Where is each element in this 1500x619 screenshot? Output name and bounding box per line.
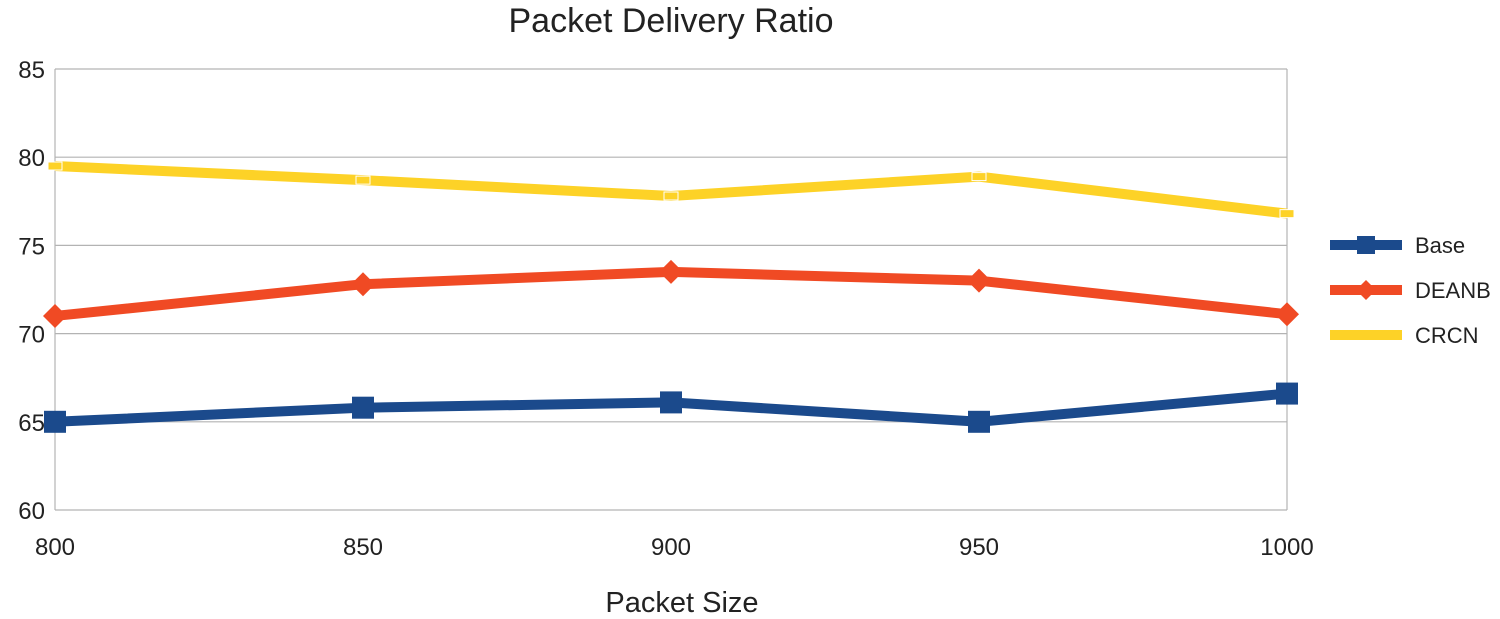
data-point-crcn (971, 172, 987, 182)
data-point-base (968, 410, 990, 433)
y-tick-label: 65 (18, 410, 45, 437)
legend-item-crcn: CRCN (1330, 323, 1479, 348)
data-point-deanb (351, 272, 375, 297)
series-deanb (43, 259, 1299, 328)
y-tick-label: 85 (18, 57, 45, 84)
y-tick-label: 75 (18, 233, 45, 260)
y-tick-label: 80 (18, 145, 45, 172)
series-base (44, 382, 1298, 433)
x-axis-label: Packet Size (605, 587, 758, 619)
legend-label-base: Base (1415, 233, 1465, 258)
grid-lines (55, 68, 1287, 511)
data-point-deanb (659, 259, 683, 284)
chart-title: Packet Delivery Ratio (508, 2, 833, 40)
x-tick-label: 900 (651, 534, 691, 561)
data-point-base (352, 396, 374, 419)
legend-label-deanb: DEANB (1415, 278, 1491, 303)
data-point-deanb (43, 303, 67, 328)
x-tick-label: 850 (343, 534, 383, 561)
data-point-base (1276, 382, 1298, 405)
legend-label-crcn: CRCN (1415, 323, 1479, 348)
legend-marker-base (1357, 236, 1375, 254)
data-point-crcn (355, 175, 371, 185)
data-point-deanb (1275, 302, 1299, 327)
legend-item-base: Base (1330, 233, 1465, 258)
data-point-crcn (1279, 209, 1295, 219)
axes (54, 69, 1288, 510)
legend-item-deanb: DEANB (1330, 278, 1491, 303)
data-point-base (44, 410, 66, 433)
x-tick-label: 950 (959, 534, 999, 561)
legend: Base DEANB CRCN (1330, 233, 1491, 348)
y-tick-labels: 60 65 70 75 80 85 (18, 57, 45, 525)
x-tick-label: 800 (35, 534, 75, 561)
data-point-base (660, 391, 682, 414)
y-tick-label: 60 (18, 498, 45, 525)
x-tick-labels: 800 850 900 950 1000 (35, 534, 1314, 561)
y-tick-label: 70 (18, 322, 45, 349)
series-line-crcn (54, 161, 1288, 219)
series-lines (43, 161, 1299, 433)
data-point-crcn (663, 191, 679, 201)
data-point-crcn (47, 161, 63, 171)
legend-marker-deanb (1356, 280, 1376, 300)
data-point-deanb (967, 268, 991, 293)
x-tick-label: 1000 (1260, 534, 1313, 561)
series-crcn (47, 161, 1295, 219)
